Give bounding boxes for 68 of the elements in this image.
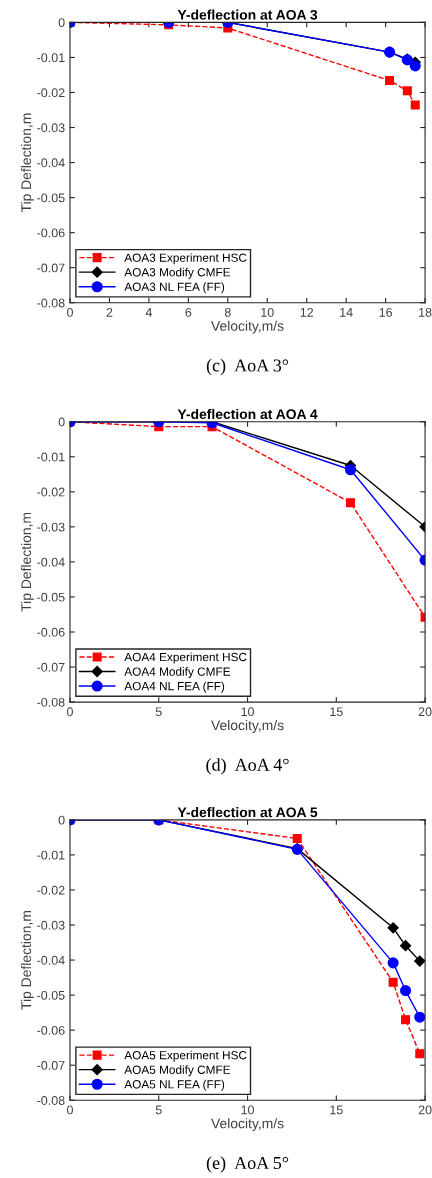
x-tick-label: 8 bbox=[224, 307, 231, 317]
y-tick-label: -0.02 bbox=[37, 88, 65, 98]
chart-title: Y-deflection at AOA 3 bbox=[177, 9, 318, 20]
x-tick-label: 20 bbox=[418, 1105, 432, 1115]
x-tick-label: 12 bbox=[300, 307, 314, 317]
text: (d) AoA 4° bbox=[206, 758, 289, 775]
legend-label: AOA4 NL FEA (FF) bbox=[124, 681, 225, 693]
y-tick-label: -0.06 bbox=[37, 228, 65, 238]
x-tick-label: 10 bbox=[241, 1105, 254, 1115]
x-tick-label: 2 bbox=[106, 307, 113, 317]
x-axis-title: Velocity,m/s bbox=[211, 320, 284, 334]
y-tick-label: -0.04 bbox=[37, 955, 65, 965]
y-tick-label: -0.02 bbox=[37, 885, 65, 895]
y-tick-label: -0.06 bbox=[37, 1025, 65, 1035]
y-tick-label: -0.04 bbox=[37, 158, 65, 168]
legend-label: AOA3 NL FEA (FF) bbox=[124, 282, 225, 294]
x-tick-label: 20 bbox=[418, 707, 432, 717]
legend-label: AOA4 Experiment HSC bbox=[124, 652, 247, 664]
y-tick-label: -0.05 bbox=[37, 592, 65, 602]
y-tick-label: -0.07 bbox=[37, 263, 65, 273]
x-tick-label: 5 bbox=[155, 1105, 162, 1115]
x-tick-label: 5 bbox=[155, 707, 162, 717]
x-axis-title: Velocity,m/s bbox=[211, 1118, 284, 1132]
chart-title: Y-deflection at AOA 5 bbox=[177, 807, 318, 818]
legend-label: AOA5 Modify CMFE bbox=[124, 1065, 231, 1077]
text: (c) AoA 3° bbox=[206, 358, 289, 376]
legend-label: AOA4 Modify CMFE bbox=[124, 667, 231, 679]
y-tick-label: 0 bbox=[58, 417, 65, 427]
x-tick-label: 0 bbox=[67, 307, 73, 317]
x-tick-label: 16 bbox=[379, 307, 393, 317]
y-tick-label: -0.08 bbox=[37, 298, 65, 308]
y-tick-label: -0.01 bbox=[37, 850, 65, 860]
y-axis-title: Tip Deflection,m bbox=[20, 911, 34, 1010]
y-tick-label: -0.03 bbox=[37, 522, 65, 532]
y-tick-label: -0.06 bbox=[37, 627, 65, 637]
x-axis-title: Velocity,m/s bbox=[211, 719, 284, 733]
x-tick-label: 15 bbox=[330, 707, 343, 717]
y-tick-label: -0.05 bbox=[37, 990, 65, 1000]
legend-label: AOA5 Experiment HSC bbox=[124, 1050, 247, 1062]
y-tick-label: 0 bbox=[58, 815, 65, 825]
x-tick-label: 14 bbox=[340, 308, 353, 317]
y-tick-label: -0.08 bbox=[37, 1096, 65, 1105]
legend-label: AOA5 NL FEA (FF) bbox=[124, 1079, 225, 1091]
y-tick-label: -0.01 bbox=[37, 452, 65, 462]
y-axis-title: Tip Deflection,m bbox=[20, 113, 34, 213]
y-tick-label: -0.07 bbox=[37, 662, 65, 672]
x-tick-label: 0 bbox=[67, 1105, 73, 1115]
legend-label: AOA3 Experiment HSC bbox=[124, 253, 247, 265]
y-tick-label: -0.07 bbox=[37, 1061, 65, 1070]
x-tick-label: 10 bbox=[261, 307, 274, 317]
y-tick-label: -0.01 bbox=[37, 53, 65, 63]
y-tick-label: -0.04 bbox=[37, 557, 65, 567]
y-tick-label: -0.05 bbox=[37, 193, 65, 203]
x-tick-label: 15 bbox=[330, 1105, 343, 1115]
y-tick-label: -0.03 bbox=[37, 123, 65, 133]
y-axis-title: Tip Deflection,m bbox=[20, 512, 34, 612]
x-tick-label: 18 bbox=[419, 307, 432, 317]
x-tick-label: 0 bbox=[67, 707, 73, 717]
text: (e) AoA 5° bbox=[206, 1156, 289, 1173]
x-tick-label: 4 bbox=[145, 308, 153, 317]
y-tick-label: 0 bbox=[58, 18, 65, 28]
x-tick-label: 6 bbox=[185, 307, 192, 317]
legend-label: AOA3 Modify CMFE bbox=[124, 267, 231, 279]
x-tick-label: 10 bbox=[241, 707, 254, 717]
chart-title: Y-deflection at AOA 4 bbox=[177, 408, 318, 420]
y-tick-label: -0.02 bbox=[37, 487, 65, 497]
y-tick-label: -0.03 bbox=[37, 920, 65, 930]
y-tick-label: -0.08 bbox=[37, 697, 65, 707]
